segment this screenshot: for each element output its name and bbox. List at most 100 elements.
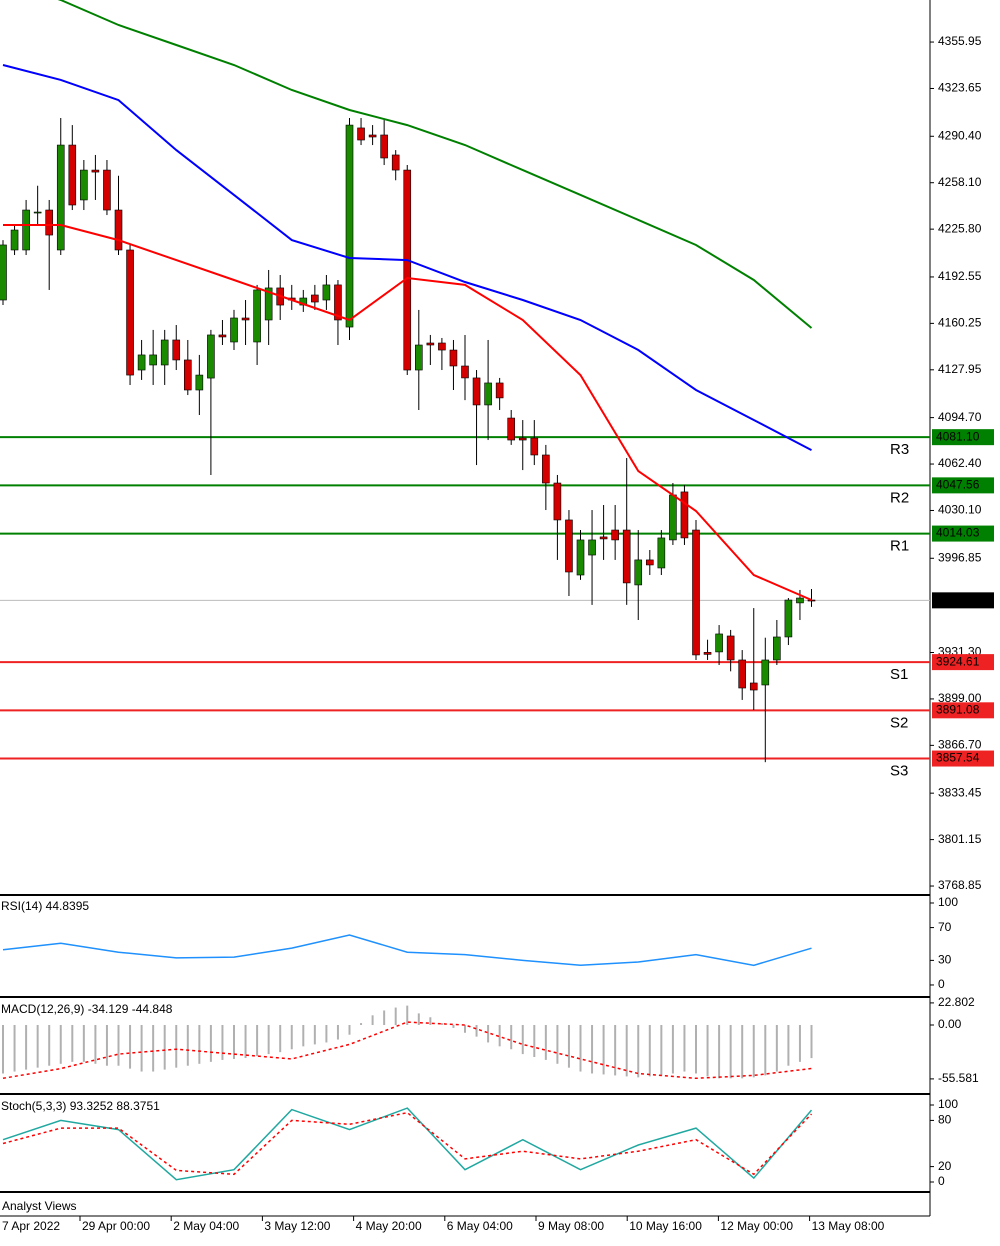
- y-tick-label: 100: [938, 1097, 958, 1111]
- candle-body: [10, 229, 19, 251]
- candle-body: [391, 154, 400, 171]
- level-price-box: [932, 750, 994, 767]
- x-tick-label: 2 May 04:00: [173, 1219, 239, 1233]
- y-tick-label: 4062.40: [938, 456, 982, 470]
- y-tick-label: 4094.70: [938, 410, 982, 424]
- level-name: S2: [890, 714, 908, 731]
- candle-body: [264, 287, 273, 321]
- level-price-label: 4014.03: [936, 526, 980, 540]
- candle-body: [380, 134, 388, 159]
- candle-body: [368, 134, 377, 138]
- level-price-box: [932, 654, 994, 671]
- indicator-label: MACD(12,26,9) -34.129 -44.848: [1, 1002, 173, 1016]
- candle-body: [253, 289, 261, 343]
- y-tick-label: 4225.80: [938, 221, 982, 235]
- y-tick-label: 4323.65: [938, 81, 982, 95]
- y-tick-label: 4355.95: [938, 34, 982, 48]
- candle-body: [553, 482, 562, 521]
- candle-body: [322, 284, 331, 301]
- candle-body: [334, 284, 342, 321]
- candle-body: [657, 537, 666, 569]
- x-tick-label: 3 May 12:00: [264, 1219, 330, 1233]
- candle-body: [784, 599, 793, 638]
- candle-body: [669, 494, 677, 541]
- indicator-line: [2, 934, 812, 967]
- y-tick-label: 4258.10: [938, 175, 982, 189]
- y-tick-label: 22.802: [938, 995, 975, 1009]
- indicator-label: Stoch(5,3,3) 93.3252 88.3751: [1, 1099, 160, 1113]
- y-tick-label: 0.00: [938, 1017, 962, 1031]
- y-tick-label: 4030.10: [938, 503, 982, 517]
- y-tick-label: 0: [938, 977, 945, 991]
- level-name: S1: [890, 666, 908, 683]
- x-tick-label: 12 May 00:00: [720, 1219, 793, 1233]
- y-tick-label: 3866.70: [938, 738, 982, 752]
- candle-body: [715, 633, 723, 653]
- x-tick-label: 9 May 08:00: [538, 1219, 604, 1233]
- y-tick-label: 3899.00: [938, 691, 982, 705]
- candle-body: [484, 382, 492, 406]
- footer-label: Analyst Views: [2, 1199, 76, 1213]
- candle-body: [796, 597, 804, 604]
- level-price-label: 4081.10: [936, 429, 980, 443]
- candle-body: [588, 539, 596, 556]
- candle-body: [507, 417, 516, 441]
- level-price-box: [932, 525, 994, 542]
- candle-body: [126, 249, 134, 376]
- y-tick-label: 3801.15: [938, 832, 982, 846]
- candle-body: [576, 539, 585, 576]
- y-tick-label: 3996.85: [938, 550, 982, 564]
- candle-body: [299, 297, 308, 306]
- candle-body: [726, 635, 735, 661]
- candle-body: [645, 559, 654, 566]
- level-price-label: 4047.56: [936, 478, 980, 492]
- y-tick-label: 3833.45: [938, 785, 982, 799]
- x-tick-label: 7 Apr 2022: [2, 1219, 60, 1233]
- y-tick-label: 20: [938, 1159, 952, 1173]
- candle-body: [807, 599, 816, 602]
- candle-body: [149, 354, 157, 366]
- candle-body: [472, 377, 481, 406]
- moving-average: [57, 0, 813, 329]
- candle-body: [542, 454, 550, 484]
- candle-body: [172, 339, 181, 361]
- candle-body: [345, 124, 354, 328]
- candle-body: [761, 659, 770, 686]
- level-name: R2: [890, 489, 909, 506]
- candle-body: [45, 209, 54, 236]
- candle-body: [33, 211, 42, 214]
- indicator-line: [2, 1107, 813, 1181]
- candle-body: [518, 437, 527, 441]
- x-tick-label: 6 May 04:00: [447, 1219, 513, 1233]
- candle-body: [530, 437, 539, 456]
- candle-body: [195, 374, 204, 391]
- plot-area: [0, 0, 930, 763]
- y-tick-label: 80: [938, 1113, 952, 1127]
- last-price-label: 3967.58: [936, 593, 980, 607]
- candle-body: [114, 209, 123, 251]
- x-tick-label: 29 Apr 00:00: [82, 1219, 150, 1233]
- candle-body: [311, 294, 319, 303]
- candle-body: [611, 529, 619, 541]
- candle-body: [426, 342, 435, 346]
- candle-body: [749, 682, 758, 691]
- candle-body: [773, 636, 781, 661]
- level-price-box: [932, 702, 994, 719]
- x-tick-label: 4 May 20:00: [356, 1219, 422, 1233]
- candle-body: [634, 559, 643, 586]
- candle-body: [565, 519, 573, 573]
- y-tick-label: 100: [938, 895, 958, 909]
- candle-body: [91, 169, 100, 173]
- candle-body: [357, 127, 365, 141]
- moving-average: [2, 64, 812, 451]
- candle-body: [103, 169, 111, 211]
- level-price-label: 3857.54: [936, 751, 980, 765]
- candle-body: [403, 169, 412, 371]
- y-tick-label: 4127.95: [938, 362, 982, 376]
- candle-body: [68, 144, 77, 206]
- y-tick-label: 0: [938, 1174, 945, 1188]
- candle-body: [56, 144, 65, 251]
- candle-body: [218, 334, 227, 338]
